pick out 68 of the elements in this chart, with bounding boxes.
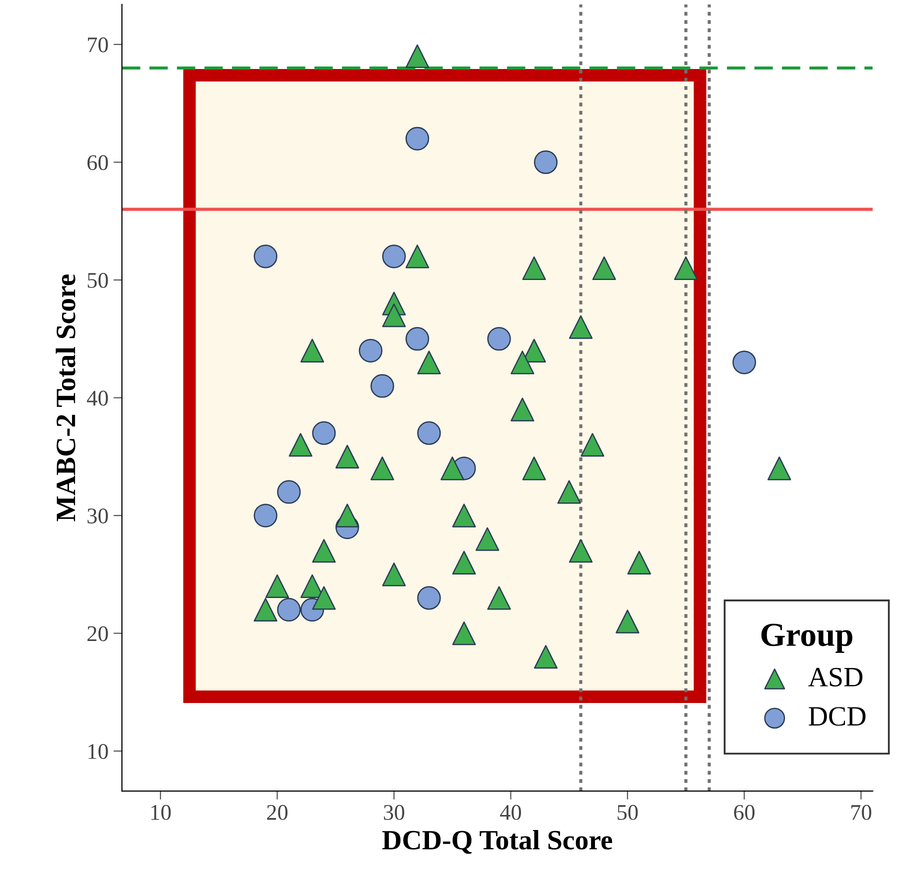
point bbox=[358, 338, 382, 362]
point bbox=[312, 421, 336, 445]
point bbox=[568, 539, 593, 563]
point bbox=[767, 456, 792, 480]
point bbox=[452, 504, 476, 528]
y-axis-title: MABC-2 Total Score bbox=[56, 274, 76, 522]
point bbox=[335, 504, 360, 528]
point bbox=[534, 645, 558, 669]
point bbox=[382, 562, 406, 586]
point bbox=[580, 433, 604, 457]
x-tick-label: 30 bbox=[384, 804, 404, 820]
y-tick-label: 40 bbox=[86, 390, 108, 406]
point bbox=[417, 350, 441, 374]
point bbox=[370, 374, 394, 398]
point bbox=[487, 327, 511, 351]
point bbox=[732, 350, 756, 374]
point bbox=[406, 244, 430, 268]
legend-title: Group bbox=[761, 624, 852, 653]
point bbox=[370, 456, 394, 480]
point bbox=[417, 421, 441, 445]
x-tick-label: 70 bbox=[851, 804, 872, 820]
y-tick-label: 20 bbox=[88, 626, 108, 642]
point bbox=[616, 610, 640, 634]
y-tick-label: 60 bbox=[87, 155, 108, 170]
point bbox=[440, 456, 464, 480]
point bbox=[254, 504, 278, 528]
point bbox=[627, 550, 651, 574]
y-tick-label: 50 bbox=[88, 272, 108, 288]
x-tick-label: 20 bbox=[267, 804, 288, 820]
point bbox=[254, 598, 278, 622]
point bbox=[557, 480, 581, 504]
y-tick-label: 10 bbox=[88, 744, 108, 759]
legend-label: DCD bbox=[808, 707, 866, 726]
point bbox=[522, 256, 546, 280]
y-tick-label: 70 bbox=[88, 37, 108, 52]
point bbox=[312, 586, 336, 610]
point bbox=[510, 350, 534, 374]
point bbox=[277, 480, 301, 504]
point bbox=[288, 433, 312, 457]
point bbox=[335, 444, 360, 468]
point bbox=[674, 256, 698, 280]
point bbox=[277, 598, 301, 622]
legend-label: ASD bbox=[808, 668, 862, 686]
point bbox=[406, 327, 430, 351]
point bbox=[476, 527, 500, 551]
point bbox=[487, 586, 511, 610]
x-tick-label: 10 bbox=[151, 804, 171, 820]
point bbox=[534, 150, 558, 174]
x-tick-label: 50 bbox=[618, 804, 638, 820]
x-axis-title: DCD-Q Total Score bbox=[382, 830, 612, 854]
point bbox=[382, 303, 406, 328]
point bbox=[265, 574, 290, 598]
y-tick-label: 30 bbox=[88, 508, 108, 524]
x-tick-label: 60 bbox=[734, 804, 755, 820]
point bbox=[417, 586, 441, 610]
point bbox=[452, 621, 476, 646]
point bbox=[406, 44, 430, 68]
point bbox=[568, 315, 593, 339]
point bbox=[406, 126, 430, 150]
point bbox=[522, 456, 546, 480]
point bbox=[452, 550, 476, 574]
point bbox=[510, 398, 534, 422]
point bbox=[312, 539, 336, 563]
point bbox=[254, 244, 278, 268]
point bbox=[300, 338, 324, 362]
x-tick-label: 40 bbox=[500, 804, 522, 820]
point bbox=[592, 256, 616, 280]
point bbox=[382, 244, 406, 268]
